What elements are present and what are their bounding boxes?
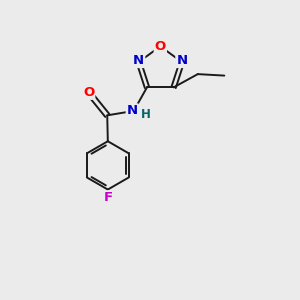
Text: H: H bbox=[141, 108, 151, 121]
Text: O: O bbox=[83, 86, 94, 99]
Text: O: O bbox=[155, 40, 166, 53]
Text: N: N bbox=[133, 54, 144, 67]
Text: F: F bbox=[103, 191, 112, 204]
Text: N: N bbox=[127, 104, 138, 117]
Text: N: N bbox=[176, 54, 188, 67]
